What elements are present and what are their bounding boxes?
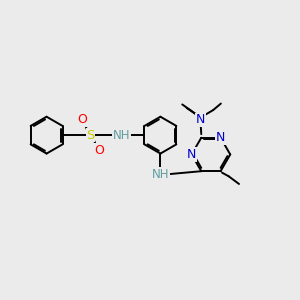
- Text: S: S: [86, 129, 95, 142]
- Text: O: O: [77, 113, 87, 126]
- Text: N: N: [196, 113, 206, 126]
- Text: NH: NH: [152, 168, 169, 181]
- Text: O: O: [94, 144, 104, 157]
- Text: N: N: [187, 148, 196, 161]
- Text: S: S: [86, 129, 95, 142]
- Text: N: N: [216, 131, 225, 144]
- Text: O: O: [94, 144, 104, 157]
- Text: N: N: [187, 148, 196, 161]
- Text: NH: NH: [152, 168, 169, 181]
- Text: N: N: [216, 131, 225, 144]
- Text: N: N: [196, 113, 206, 126]
- Text: O: O: [77, 113, 87, 126]
- Text: NH: NH: [113, 129, 130, 142]
- Text: NH: NH: [113, 129, 130, 142]
